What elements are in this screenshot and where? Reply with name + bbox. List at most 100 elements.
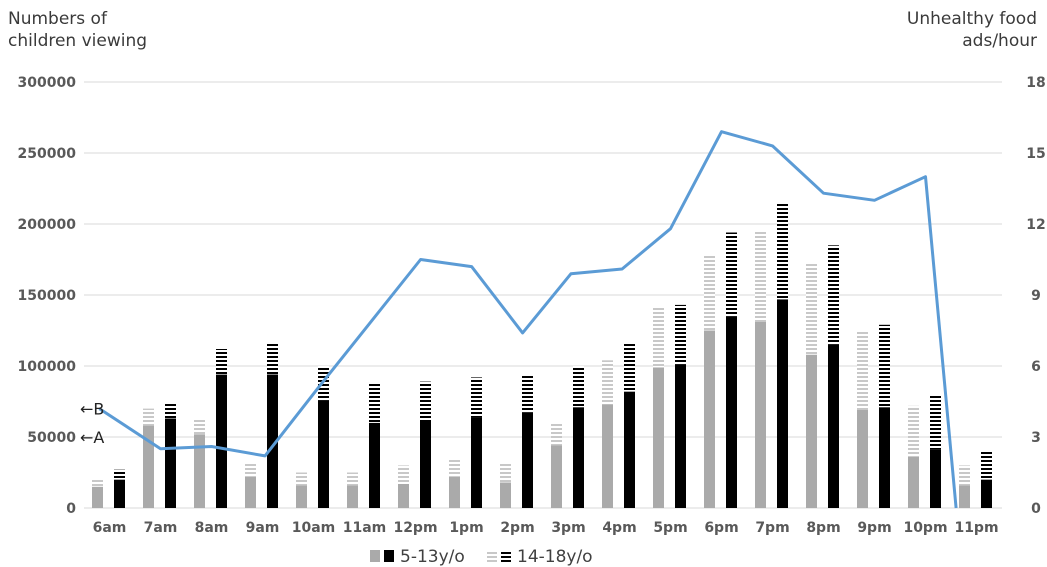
- bars: [92, 202, 992, 508]
- left-axis-ticks: 0 50000 100000 150000 200000 250000 300000: [18, 75, 77, 517]
- bar-segment-black: [267, 374, 278, 508]
- x-axis-ticks: 6am 7am 8am 9am 10am 11am 12pm 1pm 2pm 3pm 4pm 5pm 6…: [93, 520, 999, 536]
- bar-segment-black: [624, 391, 635, 508]
- left-tick-label: 250000: [18, 146, 77, 162]
- bar-segment-black: [114, 479, 125, 508]
- bar-segment-black-striped: [267, 343, 278, 375]
- bar-segment-black: [675, 364, 686, 508]
- right-axis-title-line2: ads/hour: [962, 31, 1037, 51]
- bar-segment-gray: [296, 485, 307, 508]
- x-tick-label: 8am: [195, 520, 229, 536]
- bar-segment-black-striped: [420, 381, 431, 420]
- bar-segment-gray: [959, 485, 970, 508]
- left-tick-label: 300000: [18, 75, 77, 91]
- bar-segment-gray-striped: [551, 422, 562, 446]
- bar-segment-gray: [857, 410, 868, 508]
- x-tick-label: 7am: [144, 520, 178, 536]
- bar-segment-black: [522, 412, 533, 508]
- bar-segment-black: [879, 407, 890, 508]
- x-tick-label: 11am: [343, 520, 387, 536]
- right-axis-title: Unhealthy food ads/hour: [907, 8, 1037, 52]
- bar-segment-black-striped: [114, 469, 125, 480]
- right-tick-label: 6: [1031, 359, 1041, 375]
- bar-segment-black: [318, 400, 329, 508]
- bar-segment-gray: [704, 330, 715, 508]
- bar-segment-gray-striped: [347, 472, 358, 486]
- line-series: [98, 130, 958, 509]
- right-tick-label: 0: [1031, 501, 1041, 517]
- bar-segment-gray: [347, 485, 358, 508]
- bar-segment-gray: [653, 367, 664, 508]
- legend-swatch-gray: [370, 550, 380, 562]
- x-tick-label: 5pm: [653, 520, 687, 536]
- bar-segment-gray-striped: [245, 462, 256, 477]
- bar-segment-gray-striped: [449, 459, 460, 477]
- bar-segment-black: [981, 479, 992, 508]
- left-tick-label: 150000: [18, 288, 77, 304]
- bar-segment-gray-striped: [194, 420, 205, 435]
- gridlines: [84, 81, 1002, 509]
- right-tick-label: 9: [1031, 288, 1041, 304]
- bar-segment-gray: [602, 404, 613, 508]
- x-tick-label: 8pm: [806, 520, 840, 536]
- bar-segment-black-striped: [216, 349, 227, 375]
- bar-segment-black: [930, 449, 941, 508]
- bar-segment-black: [369, 422, 380, 508]
- bar-segment-black: [726, 316, 737, 508]
- bar-segment-gray: [245, 476, 256, 508]
- bar-segment-gray-striped: [959, 465, 970, 486]
- legend: 5-13y/o 14-18y/o: [370, 547, 593, 567]
- bar-segment-black: [471, 417, 482, 508]
- left-axis-title: Numbers of children viewing: [8, 8, 147, 52]
- left-axis-title-line1: Numbers of: [8, 9, 107, 29]
- bar-segment-black-striped: [624, 343, 635, 392]
- bar-segment-gray-striped: [296, 472, 307, 486]
- bar-segment-gray: [143, 425, 154, 508]
- right-tick-label: 15: [1026, 146, 1045, 162]
- legend-swatch-gray-striped: [487, 550, 497, 562]
- bar-segment-gray-striped: [704, 255, 715, 331]
- bar-segment-black-striped: [879, 324, 890, 408]
- bar-segment-gray-striped: [653, 307, 664, 368]
- right-axis-title-line1: Unhealthy food: [906, 9, 1037, 29]
- legend-swatch-black: [384, 550, 394, 562]
- bar-segment-gray-striped: [398, 465, 409, 484]
- bar-segment-black-striped: [930, 395, 941, 450]
- threshold-markers: ←B ←A: [80, 400, 104, 447]
- bar-segment-gray-striped: [500, 462, 511, 483]
- x-tick-label: 10am: [292, 520, 336, 536]
- x-tick-label: 9pm: [857, 520, 891, 536]
- bar-segment-black-striped: [471, 377, 482, 418]
- bar-segment-black-striped: [165, 402, 176, 419]
- bar-segment-gray-striped: [806, 263, 817, 355]
- bar-segment-black-striped: [981, 451, 992, 480]
- x-tick-label: 12pm: [393, 520, 437, 536]
- x-tick-label: 7pm: [755, 520, 789, 536]
- bar-segment-gray: [194, 434, 205, 508]
- bar-segment-black: [420, 420, 431, 508]
- legend-label: 5-13y/o: [400, 547, 465, 567]
- x-tick-label: 3pm: [551, 520, 585, 536]
- bar-segment-gray: [449, 476, 460, 508]
- bar-segment-gray: [500, 482, 511, 508]
- bar-segment-black: [777, 299, 788, 508]
- left-tick-label: 0: [66, 501, 76, 517]
- x-tick-label: 6pm: [704, 520, 738, 536]
- bar-segment-black-striped: [573, 366, 584, 408]
- bar-segment-black-striped: [828, 245, 839, 345]
- bar-segment-black-striped: [777, 202, 788, 300]
- marker-label: ←B: [80, 400, 104, 419]
- left-tick-label: 200000: [18, 217, 77, 233]
- bar-segment-black: [165, 418, 176, 508]
- bar-segment-gray: [92, 486, 103, 508]
- x-tick-label: 11pm: [954, 520, 998, 536]
- bar-segment-gray: [908, 456, 919, 508]
- ads-per-hour-line: [98, 130, 958, 509]
- bar-segment-gray-striped: [755, 231, 766, 322]
- x-tick-label: 4pm: [602, 520, 636, 536]
- x-tick-label: 10pm: [903, 520, 947, 536]
- bar-segment-black-striped: [726, 232, 737, 317]
- bar-segment-black-striped: [369, 383, 380, 423]
- bar-segment-black-striped: [522, 374, 533, 413]
